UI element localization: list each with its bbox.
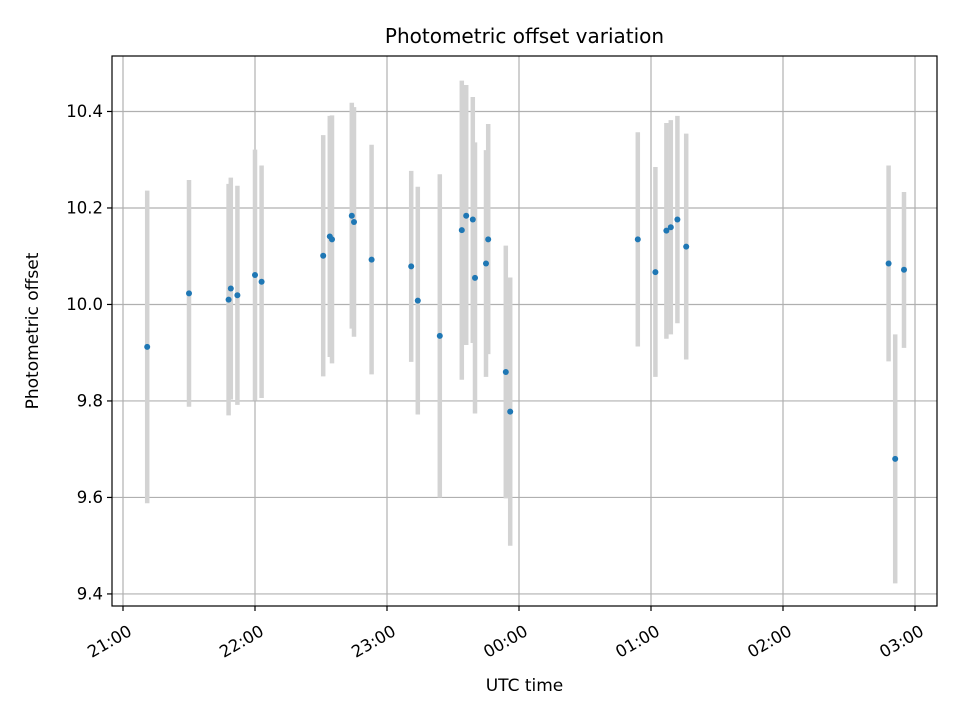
data-point: [258, 278, 265, 285]
data-point: [414, 297, 421, 304]
x-tick-label: 22:00: [216, 621, 267, 661]
data-point: [234, 292, 241, 299]
error-bars: [144, 80, 907, 584]
data-point: [901, 266, 907, 273]
x-tick-label: 23:00: [348, 621, 399, 661]
data-point: [663, 227, 670, 234]
data-point: [892, 455, 899, 462]
data-point: [368, 256, 375, 263]
x-axis-label: UTC time: [486, 676, 564, 696]
data-point: [683, 243, 690, 250]
y-tick-label: 10.2: [66, 198, 103, 217]
data-point: [507, 408, 514, 415]
data-point: [674, 216, 681, 223]
data-point: [463, 212, 470, 219]
data-point: [252, 272, 258, 279]
data-point: [186, 290, 192, 297]
data-point: [634, 236, 641, 243]
data-point: [502, 369, 509, 376]
data-point: [483, 260, 489, 267]
data-point: [458, 227, 465, 234]
y-tick-label: 9.8: [77, 391, 103, 410]
y-axis-label: Photometric offset: [23, 252, 43, 409]
data-point: [320, 252, 327, 259]
data-point: [348, 212, 355, 219]
plot-frame: [111, 55, 938, 607]
y-tick-label: 9.6: [77, 488, 103, 507]
y-tick-label: 9.4: [77, 584, 103, 603]
x-tick-label: 00:00: [480, 621, 531, 661]
y-axis: 9.4 9.6 9.8 10.0 10.2 10.4: [66, 102, 112, 603]
data-point: [485, 236, 492, 243]
x-tick-label: 02:00: [744, 621, 795, 661]
data-point: [144, 343, 151, 350]
data-point: [652, 269, 659, 276]
data-point: [408, 263, 415, 270]
x-tick-label: 01:00: [612, 621, 663, 661]
x-tick-label: 03:00: [876, 621, 927, 661]
data-point: [667, 224, 674, 231]
data-point: [351, 218, 357, 225]
x-tick-label: 21:00: [84, 621, 135, 661]
data-point: [885, 260, 892, 267]
y-tick-label: 10.0: [66, 295, 103, 314]
data-points: [144, 212, 907, 462]
data-point: [436, 332, 443, 339]
data-point: [469, 216, 476, 223]
data-point: [472, 274, 478, 281]
data-point: [225, 296, 232, 303]
grid: [112, 56, 937, 606]
chart-title: Photometric offset variation: [385, 24, 664, 48]
data-point: [329, 236, 335, 243]
data-point: [227, 285, 234, 292]
y-tick-label: 10.4: [66, 102, 103, 121]
x-axis: 21:00 22:00 23:00 00:00 01:00 02:00 03:00: [84, 606, 927, 662]
